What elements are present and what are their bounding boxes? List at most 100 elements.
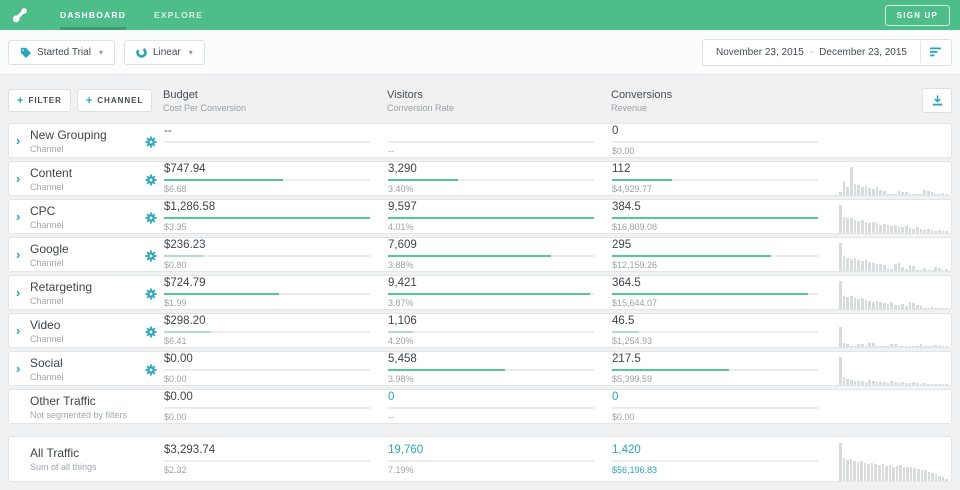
metric-value: 3,290 — [388, 163, 417, 175]
gear-icon[interactable] — [145, 249, 157, 262]
sparkline-bar — [916, 346, 919, 347]
toolbar: Started Trial ▾ Linear ▾ November 23, 20… — [0, 30, 960, 75]
donut-chart-icon — [136, 46, 147, 58]
metric-bar-track — [612, 141, 818, 143]
metric-subvalue: $1,254.93 — [612, 336, 653, 346]
sparkline-bar — [846, 258, 850, 271]
sparkline — [836, 314, 951, 347]
table-row: Other Traffic Not segmented by filters $0.… — [8, 389, 952, 424]
metric-bar-track — [164, 217, 370, 219]
sparkline-bar — [930, 384, 934, 385]
date-range-picker[interactable]: November 23, 2015 - December 23, 2015 — [701, 38, 952, 66]
sparkline-bar — [945, 479, 948, 481]
metric-bar-fill — [164, 179, 284, 181]
sparkline-bar — [846, 460, 849, 481]
sparkline-bar — [941, 477, 945, 481]
download-button[interactable] — [922, 88, 952, 113]
gear-icon[interactable] — [145, 325, 157, 338]
sparkline-bar — [912, 346, 916, 347]
dashboard-table: + FILTER + CHANNEL Budget Cost Per Conve… — [0, 75, 960, 482]
metric-value: 1,420 — [612, 443, 641, 456]
metric-subvalue: $1.99 — [164, 298, 187, 308]
row-subtitle: Channel — [30, 143, 64, 154]
sparkline-bar — [861, 261, 864, 271]
sparkline-bar — [905, 346, 908, 347]
row-name-block: Content Channel — [30, 166, 72, 192]
metric-cell-visitors: 19,760 7.19% — [388, 444, 612, 475]
row-name: Other Traffic — [30, 393, 96, 408]
add-filter-button[interactable]: + FILTER — [8, 89, 71, 112]
row-name-cell: › Retargeting Channel — [9, 276, 164, 309]
sparkline — [836, 352, 951, 385]
gear-icon[interactable] — [145, 287, 157, 300]
sparkline-bar — [857, 381, 861, 385]
add-channel-button[interactable]: + CHANNEL — [76, 89, 153, 112]
gear-icon[interactable] — [145, 363, 157, 376]
sparkline-bar — [890, 381, 894, 385]
segment-dropdown[interactable]: Started Trial ▾ — [8, 39, 115, 65]
metric-cell-visitors: 9,421 3.87% — [388, 277, 612, 308]
sparkline-bar — [902, 467, 906, 481]
sparkline-bar — [923, 308, 927, 309]
gear-icon[interactable] — [145, 211, 157, 224]
metric-bar-fill — [612, 179, 672, 181]
expand-chevron-icon[interactable]: › — [16, 246, 21, 262]
sparkline-bar — [897, 191, 901, 195]
sparkline-bar — [934, 384, 938, 385]
gear-icon[interactable] — [145, 135, 157, 148]
sparkline-bar — [864, 382, 868, 385]
metric-subvalue: $6.41 — [164, 336, 187, 346]
row-name: Content — [30, 165, 73, 180]
nav-tabs: DASHBOARD EXPLORE — [46, 0, 217, 30]
sign-up-button[interactable]: SIGN UP — [884, 4, 950, 26]
metric-bar-fill — [612, 255, 771, 257]
metric-subvalue: $0.00 — [612, 412, 635, 422]
sparkline-bar — [938, 230, 941, 233]
row-name: New Grouping — [30, 127, 107, 142]
date-start: November 23, 2015 — [715, 46, 804, 58]
metric-value: 5,458 — [388, 353, 417, 365]
sparkline-bar — [938, 346, 941, 347]
sparkline-bar — [897, 346, 901, 347]
sparkline-bar — [897, 305, 901, 309]
column-header-conversions: Conversions Revenue — [611, 89, 835, 113]
sparkline-bar — [886, 383, 890, 385]
metric-bar-track — [164, 141, 370, 143]
sparkline-bar — [916, 227, 919, 233]
sparkline-bar — [842, 181, 846, 195]
expand-chevron-icon[interactable]: › — [16, 360, 21, 376]
metric-subvalue: 4.20% — [388, 336, 414, 346]
row-name-cell: › New Grouping Channel — [9, 124, 164, 157]
sparkline — [836, 238, 951, 271]
table-row: All Traffic Sum of all things $3,293.74 $2.… — [8, 436, 952, 482]
metric-cell-budget: $0.00 $0.00 — [164, 353, 388, 384]
sparkline-bar — [908, 383, 912, 385]
table-row: › Video Channel $298.20 $6.41 1,106 4.20% 46.5 $… — [8, 313, 952, 348]
metric-subvalue: 3.88% — [388, 260, 414, 270]
metric-bar-fill — [612, 217, 818, 219]
sparkline-bar — [930, 192, 934, 195]
expand-chevron-icon[interactable]: › — [16, 284, 21, 300]
expand-chevron-icon[interactable]: › — [16, 132, 21, 148]
sparkline-bar — [927, 346, 930, 347]
sparkline-bar — [894, 225, 897, 233]
model-dropdown[interactable]: Linear ▾ — [123, 39, 205, 65]
gear-icon[interactable] — [145, 173, 157, 186]
sort-options-button[interactable] — [920, 41, 951, 63]
expand-chevron-icon[interactable]: › — [16, 170, 21, 186]
expand-chevron-icon[interactable]: › — [16, 322, 21, 338]
sparkline-bar — [853, 220, 857, 233]
sparkline-bar — [945, 346, 949, 347]
sparkline-bar — [846, 379, 850, 385]
metric-value: 9,597 — [388, 201, 417, 213]
tab-explore[interactable]: EXPLORE — [154, 10, 204, 20]
metric-value: 46.5 — [612, 315, 635, 327]
metric-value: 364.5 — [612, 277, 641, 289]
expand-chevron-icon[interactable]: › — [16, 208, 21, 224]
sparkline-bar — [853, 346, 857, 347]
sparkline-bar — [875, 187, 879, 195]
row-subtitle: Channel — [30, 333, 64, 344]
sparkline-bar — [861, 344, 864, 347]
tab-dashboard[interactable]: DASHBOARD — [46, 0, 140, 30]
metric-bar-track — [388, 407, 594, 409]
